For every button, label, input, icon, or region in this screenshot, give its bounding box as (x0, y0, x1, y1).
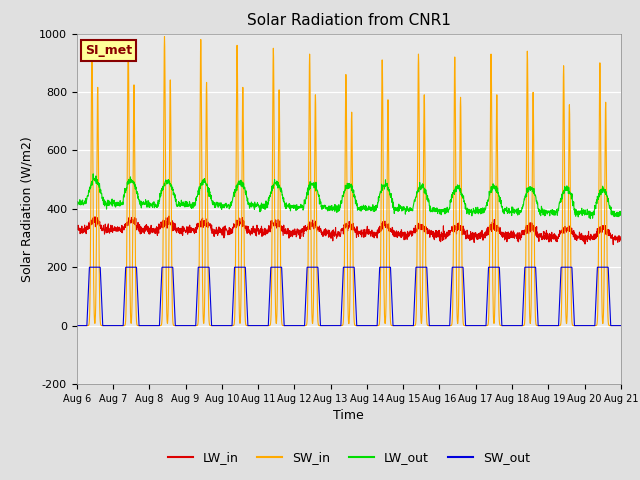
SW_out (225, 323, 232, 328)
SW_in (377, 260, 385, 265)
LW_in (225, 231, 232, 237)
SW_in (161, 34, 168, 39)
LW_out (584, 211, 592, 216)
SW_out (365, 323, 372, 328)
LW_out (507, 210, 515, 216)
Line: LW_out: LW_out (77, 174, 621, 219)
Title: Solar Radiation from CNR1: Solar Radiation from CNR1 (247, 13, 451, 28)
SW_in (363, 323, 371, 328)
LW_out (376, 188, 384, 194)
SW_out (376, 264, 384, 270)
SW_in (73, 323, 81, 328)
Line: SW_in: SW_in (77, 36, 621, 325)
LW_out (586, 216, 594, 222)
LW_in (507, 231, 515, 237)
Text: SI_met: SI_met (85, 44, 132, 57)
SW_out (584, 323, 592, 328)
SW_out (507, 323, 515, 328)
SW_in (570, 323, 577, 328)
LW_out (225, 202, 232, 207)
LW_in (365, 231, 372, 237)
SW_in (365, 323, 372, 328)
Line: SW_out: SW_out (77, 267, 621, 325)
LW_in (165, 213, 173, 219)
LW_out (617, 211, 625, 217)
LW_in (376, 225, 384, 231)
LW_in (569, 232, 577, 238)
SW_in (225, 323, 232, 328)
LW_out (73, 200, 81, 205)
LW_in (617, 234, 625, 240)
LW_in (73, 225, 81, 231)
SW_out (617, 323, 625, 328)
Line: LW_in: LW_in (77, 216, 621, 245)
SW_in (508, 323, 515, 328)
LW_out (90, 171, 97, 177)
SW_out (73, 323, 81, 328)
SW_out (569, 288, 577, 294)
SW_in (617, 323, 625, 328)
SW_in (584, 323, 592, 328)
LW_out (569, 203, 577, 209)
LW_out (365, 204, 372, 210)
SW_out (86, 264, 93, 270)
Y-axis label: Solar Radiation (W/m2): Solar Radiation (W/m2) (20, 136, 33, 282)
LW_in (609, 242, 617, 248)
Legend: LW_in, SW_in, LW_out, SW_out: LW_in, SW_in, LW_out, SW_out (163, 446, 535, 469)
X-axis label: Time: Time (333, 409, 364, 422)
LW_in (584, 236, 592, 242)
